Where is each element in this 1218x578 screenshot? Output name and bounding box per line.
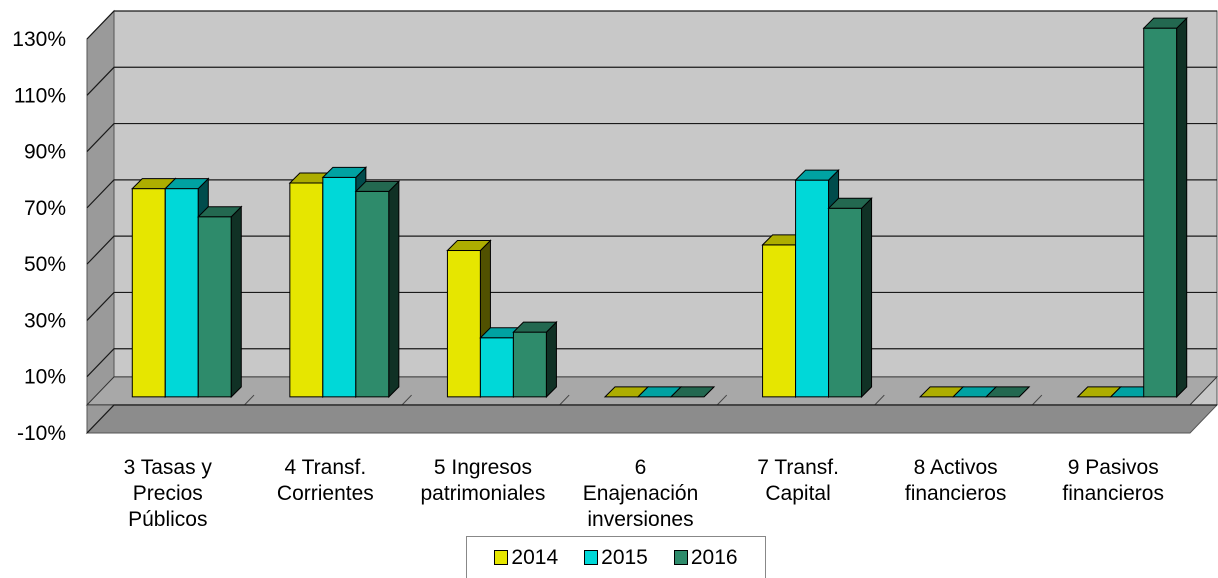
legend-item-2016: 2016 <box>673 545 738 570</box>
x-category-label: 3 Tasas y Precios Públicos <box>124 456 213 531</box>
legend-item-2014: 2014 <box>494 546 558 570</box>
y-axis-ticks: 130% 110% 90% 70% 50% 30% 10% -10% <box>12 28 66 445</box>
gridline <box>86 10 1217 40</box>
bar-2016-cat8 <box>984 386 1031 398</box>
bar-2016-cat6 <box>669 386 716 398</box>
y-tick-label: 90% <box>24 141 66 164</box>
x-category-label: 8 Activos financieros <box>905 456 1007 505</box>
legend-label-2015: 2015 <box>601 545 648 569</box>
legend-item-2015: 2015 <box>584 546 648 570</box>
legend: 2014 2015 2016 <box>466 536 766 578</box>
gridline <box>86 122 1217 152</box>
x-category-label: 7 Transf. Capital <box>757 456 839 505</box>
bar-2014-cat5 <box>446 239 492 399</box>
legend-label-2016: 2016 <box>690 545 738 569</box>
bar-2016-cat5 <box>512 320 558 399</box>
bars <box>131 16 1188 399</box>
y-tick-label: 130% <box>12 28 66 51</box>
bar-2016-cat4 <box>354 180 401 399</box>
legend-swatch-2014 <box>494 550 509 565</box>
y-tick-label: 10% <box>24 366 66 389</box>
gridline <box>86 404 1217 434</box>
x-category-label: 5 Ingresos patrimoniales <box>420 456 545 505</box>
y-tick-label: 110% <box>14 84 66 107</box>
y-tick-label: 70% <box>24 197 66 220</box>
x-axis-labels: 3 Tasas y Precios Públicos 4 Transf. Corrien… <box>124 456 1164 531</box>
gridline <box>86 179 1217 209</box>
legend-label-2014: 2014 <box>511 545 559 569</box>
x-category-label: 9 Pasivos financieros <box>1062 456 1164 505</box>
legend-swatch-2016 <box>673 550 688 565</box>
bar-2016-cat9 <box>1142 16 1188 399</box>
x-category-label: 4 Transf. Corrientes <box>277 456 374 505</box>
gridline <box>86 66 1217 96</box>
legend-swatch-2015 <box>584 550 599 565</box>
y-tick-label: -10% <box>17 422 66 445</box>
x-category-label: 6 Enajenación inversiones <box>583 456 699 531</box>
y-tick-label: 50% <box>24 253 66 276</box>
y-tick-label: 30% <box>24 309 66 332</box>
chart-walls <box>85 9 1218 435</box>
bar-2016-cat7 <box>827 197 873 399</box>
bar-2016-cat3 <box>197 205 243 399</box>
